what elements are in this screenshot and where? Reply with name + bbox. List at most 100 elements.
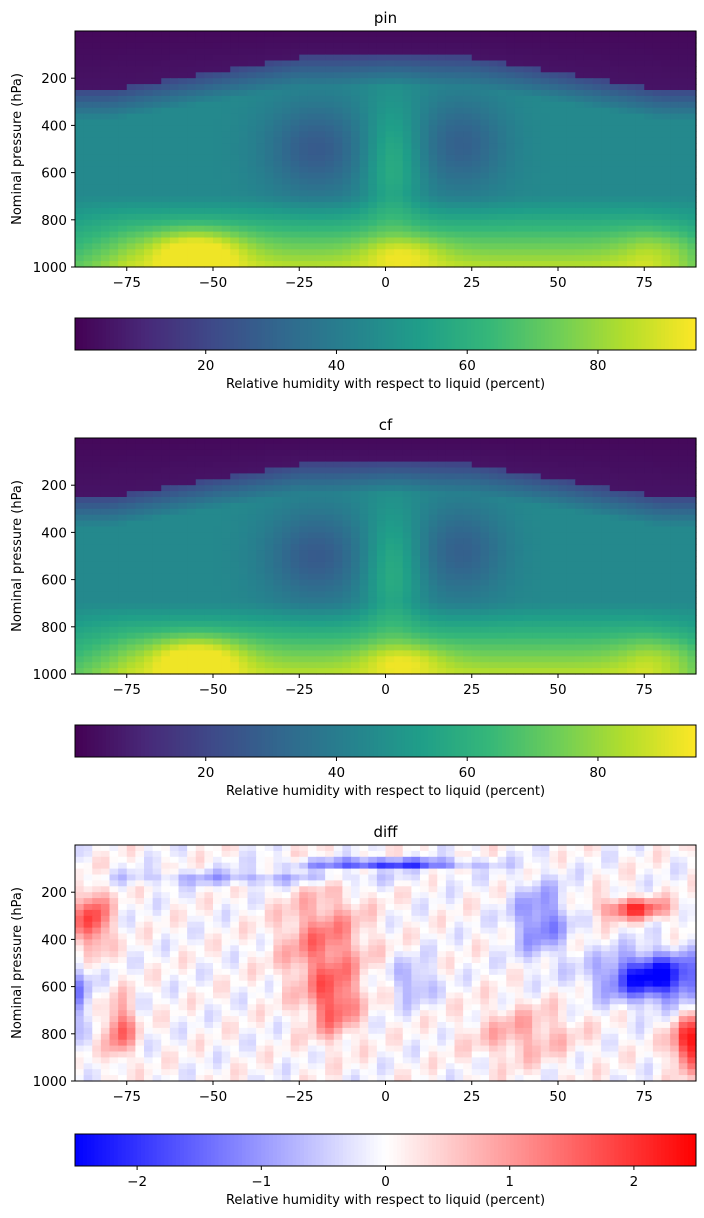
heatmap-cell: [351, 573, 361, 581]
heatmap-cell: [299, 461, 309, 469]
heatmap-cell: [325, 131, 335, 138]
heatmap-cell: [316, 90, 326, 97]
heatmap-cell: [204, 237, 214, 244]
heatmap-cell: [351, 243, 361, 250]
heatmap-cell: [480, 485, 490, 492]
heatmap-cell: [299, 131, 309, 138]
heatmap-cell: [92, 438, 102, 445]
heatmap-cell: [445, 95, 456, 103]
heatmap-cell: [195, 514, 205, 522]
heatmap-cell: [661, 119, 671, 126]
heatmap-cell: [83, 485, 93, 492]
heatmap-cell: [178, 143, 188, 150]
heatmap-cell: [282, 119, 292, 126]
heatmap-cell: [394, 485, 404, 492]
heatmap-cell: [230, 202, 240, 209]
heatmap-cell: [342, 60, 352, 67]
heatmap-cell: [100, 95, 111, 103]
heatmap-cell: [187, 54, 197, 62]
heatmap-cell: [126, 113, 136, 121]
heatmap-cell: [463, 101, 473, 109]
heatmap-cell: [178, 60, 188, 67]
heatmap-cell: [463, 461, 473, 469]
heatmap-cell: [187, 101, 197, 109]
heatmap-cell: [368, 449, 378, 457]
heatmap-cell: [385, 467, 395, 474]
heatmap-cell: [264, 66, 274, 73]
heatmap-cell: [540, 561, 550, 569]
heatmap-cell: [489, 520, 499, 528]
heatmap-cell: [592, 131, 602, 138]
heatmap-cell: [299, 125, 309, 132]
heatmap-cell: [618, 237, 628, 244]
heatmap-cell: [609, 190, 619, 197]
heatmap-cell: [618, 461, 628, 469]
heatmap-cell: [109, 508, 119, 516]
heatmap-cell: [75, 60, 85, 67]
heatmap-cell: [351, 178, 361, 185]
heatmap-cell: [238, 149, 249, 156]
heatmap-cell: [385, 561, 395, 569]
heatmap-cell: [514, 461, 525, 469]
heatmap-cell: [307, 172, 318, 180]
heatmap-cell: [532, 72, 542, 79]
heatmap-cell: [471, 561, 481, 569]
heatmap-cell: [75, 172, 85, 180]
heatmap-cell: [609, 585, 619, 592]
heatmap-cell: [635, 573, 645, 581]
heatmap-cell: [264, 573, 274, 581]
heatmap-cell: [592, 561, 602, 569]
heatmap-cell: [601, 225, 611, 233]
heatmap-cell: [351, 172, 361, 180]
heatmap-cell: [118, 125, 128, 132]
heatmap-cell: [195, 78, 205, 85]
heatmap-cell: [75, 84, 85, 91]
heatmap-cell: [273, 78, 283, 85]
heatmap-cell: [83, 78, 93, 85]
heatmap-cell: [325, 526, 335, 533]
heatmap-cell: [437, 219, 447, 227]
heatmap-cell: [627, 149, 637, 156]
heatmap-cell: [489, 438, 499, 445]
heatmap-cell: [169, 72, 180, 79]
heatmap-cell: [83, 202, 93, 209]
heatmap-cell: [678, 160, 688, 168]
heatmap-cell: [437, 249, 447, 256]
heatmap-cell: [169, 261, 180, 268]
heatmap-cell: [351, 497, 361, 504]
heatmap-cell: [454, 532, 464, 539]
heatmap-cell: [368, 154, 378, 162]
heatmap-cell: [169, 544, 180, 551]
heatmap-cell: [523, 485, 533, 492]
heatmap-cell: [437, 544, 447, 551]
heatmap-cell: [230, 567, 240, 575]
colorbar-swatch: [428, 318, 433, 350]
heatmap-cell: [489, 585, 499, 592]
heatmap-cell: [454, 508, 464, 516]
heatmap-cell: [575, 550, 585, 557]
heatmap-cell: [273, 184, 283, 191]
heatmap-cell: [359, 48, 369, 56]
heatmap-cell: [282, 154, 292, 162]
heatmap-cell: [609, 243, 619, 250]
heatmap-cell: [126, 438, 136, 445]
heatmap-cell: [161, 585, 171, 592]
heatmap-cell: [489, 467, 499, 474]
heatmap-cell: [221, 202, 231, 209]
heatmap-cell: [178, 190, 188, 197]
heatmap-cell: [652, 95, 663, 103]
heatmap-cell: [75, 72, 85, 79]
heatmap-cell: [83, 36, 93, 44]
heatmap-cell: [601, 255, 611, 262]
heatmap-cell: [532, 84, 542, 91]
heatmap-cell: [316, 473, 326, 480]
chart-panel-1: pin−75 −50 −25 0 25 50 752004006008001000Nomin…: [10, 9, 697, 392]
heatmap-cell: [195, 60, 205, 67]
heatmap-cell: [687, 95, 697, 103]
heatmap-cell: [687, 561, 697, 569]
heatmap-cell: [627, 449, 637, 457]
heatmap-cell: [558, 561, 568, 569]
heatmap-cell: [161, 225, 171, 233]
heatmap-cell: [213, 449, 223, 457]
heatmap-cell: [454, 261, 464, 268]
